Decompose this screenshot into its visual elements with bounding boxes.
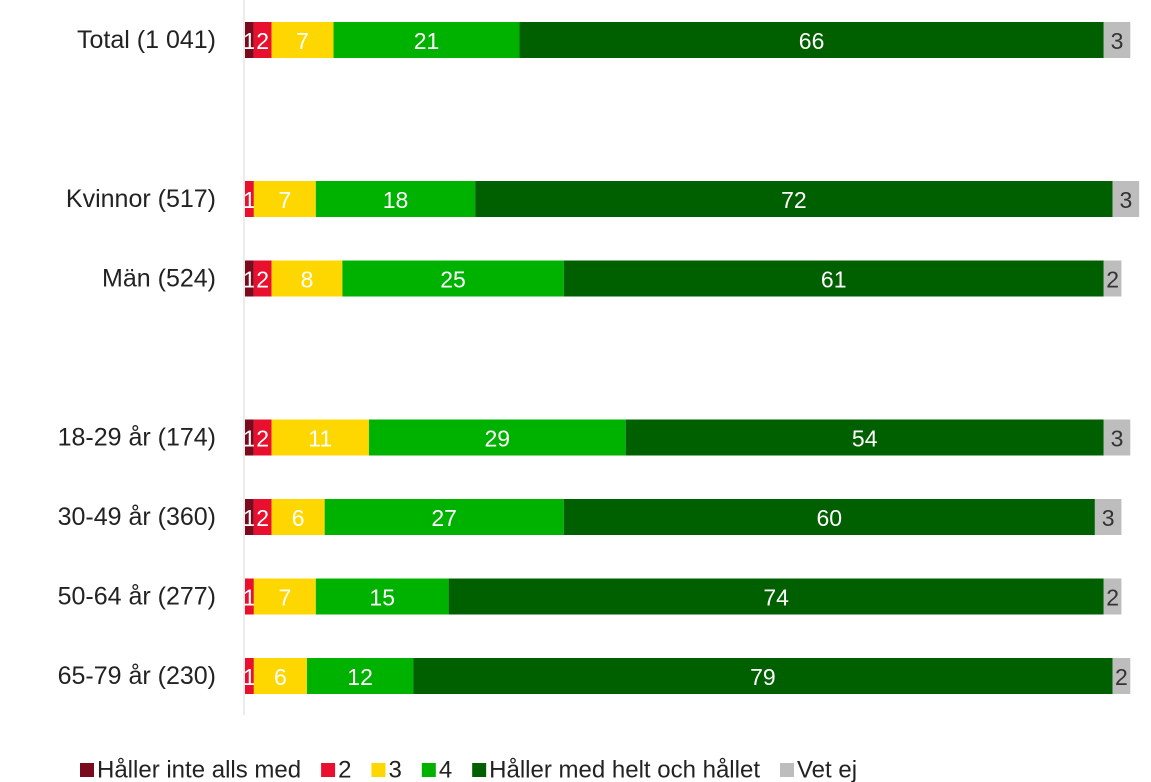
value-label: 27 bbox=[431, 505, 457, 531]
category-label: 30-49 år (360) bbox=[58, 503, 216, 531]
value-label: 3 bbox=[1111, 426, 1124, 452]
value-label: 79 bbox=[750, 664, 776, 690]
category-label: Män (524) bbox=[102, 265, 216, 293]
value-label: 1 bbox=[243, 267, 256, 293]
bar-segment bbox=[245, 181, 254, 217]
category-label: 18-29 år (174) bbox=[58, 424, 216, 452]
bar-segment bbox=[253, 260, 272, 297]
value-label: 1 bbox=[243, 664, 256, 690]
legend-swatch bbox=[321, 763, 336, 777]
value-label: 2 bbox=[1106, 585, 1119, 611]
category-label: 50-64 år (277) bbox=[58, 583, 216, 611]
bar-segment bbox=[253, 419, 272, 456]
value-label: 2 bbox=[1115, 664, 1128, 690]
value-label: 6 bbox=[292, 505, 305, 531]
bar-segment bbox=[1103, 578, 1122, 615]
bar-segment bbox=[1103, 260, 1122, 297]
legend-label: 4 bbox=[439, 757, 452, 782]
bar-segment bbox=[271, 499, 325, 535]
bar-segment bbox=[315, 181, 476, 217]
bar-segment bbox=[245, 658, 254, 694]
category-label: Kvinnor (517) bbox=[66, 185, 216, 213]
bar-segment bbox=[245, 499, 254, 535]
value-label: 1 bbox=[243, 28, 256, 54]
bar-segment bbox=[245, 260, 254, 297]
bar-segment bbox=[271, 419, 369, 456]
value-label: 12 bbox=[347, 664, 373, 690]
value-label: 2 bbox=[256, 505, 269, 531]
value-label: 3 bbox=[1102, 505, 1115, 531]
legend-label: Håller inte alls med bbox=[97, 757, 301, 782]
category-label: 65-79 år (230) bbox=[58, 662, 216, 690]
bar-segment bbox=[245, 22, 254, 58]
value-label: 7 bbox=[278, 187, 291, 213]
legend-swatch bbox=[80, 763, 94, 777]
value-label: 2 bbox=[256, 267, 269, 293]
bar-segment bbox=[563, 260, 1104, 297]
legend-label: Håller med helt och hållet bbox=[489, 757, 760, 782]
bar-segment bbox=[253, 578, 316, 615]
bar-segment bbox=[253, 658, 307, 694]
bar-segment bbox=[253, 22, 272, 58]
bar-segment bbox=[324, 499, 564, 535]
bar-segment bbox=[625, 419, 1104, 456]
bar-segment bbox=[1103, 419, 1131, 456]
value-label: 60 bbox=[816, 505, 842, 531]
value-label: 6 bbox=[274, 664, 287, 690]
value-label: 61 bbox=[821, 267, 847, 293]
bar-segment bbox=[448, 578, 1104, 615]
legend-label: Vet ej bbox=[797, 757, 857, 782]
legend-swatch bbox=[779, 763, 794, 777]
value-label: 1 bbox=[243, 585, 256, 611]
bar-segment bbox=[271, 22, 334, 58]
value-label: 18 bbox=[383, 187, 409, 213]
value-label: 15 bbox=[369, 585, 395, 611]
bar-segment bbox=[245, 578, 254, 615]
bar-segment bbox=[271, 260, 343, 297]
bar-segment bbox=[1103, 22, 1131, 58]
value-label: 74 bbox=[763, 585, 789, 611]
bar-segment bbox=[253, 499, 272, 535]
value-label: 3 bbox=[1111, 28, 1124, 54]
value-label: 1 bbox=[243, 505, 256, 531]
bar-segment bbox=[342, 260, 564, 297]
bar-segment bbox=[519, 22, 1104, 58]
value-label: 1 bbox=[243, 187, 256, 213]
value-label: 2 bbox=[256, 28, 269, 54]
value-label: 2 bbox=[256, 426, 269, 452]
value-label: 1 bbox=[243, 426, 256, 452]
value-label: 8 bbox=[301, 267, 314, 293]
bar-segment bbox=[563, 499, 1095, 535]
value-label: 72 bbox=[781, 187, 807, 213]
bar-segment bbox=[253, 181, 316, 217]
value-label: 29 bbox=[485, 426, 511, 452]
value-label: 25 bbox=[440, 267, 466, 293]
bar-segment bbox=[1112, 658, 1131, 694]
value-label: 66 bbox=[799, 28, 825, 54]
bar-segment bbox=[475, 181, 1113, 217]
category-label: Total (1 041) bbox=[77, 26, 216, 54]
bar-segment bbox=[333, 22, 520, 58]
value-label: 7 bbox=[278, 585, 291, 611]
value-label: 11 bbox=[308, 426, 332, 452]
bar-segment bbox=[1094, 499, 1122, 535]
legend-label: 2 bbox=[338, 757, 351, 782]
bar-segment bbox=[1112, 181, 1140, 217]
bar-segment bbox=[315, 578, 449, 615]
bar-segment bbox=[413, 658, 1113, 694]
legend-swatch bbox=[472, 763, 487, 777]
bar-segment bbox=[245, 419, 254, 456]
bar-segment bbox=[306, 658, 414, 694]
legend-label: 3 bbox=[388, 757, 401, 782]
legend-swatch bbox=[371, 763, 386, 777]
value-label: 3 bbox=[1119, 187, 1132, 213]
legend-swatch bbox=[421, 763, 436, 777]
value-label: 2 bbox=[1106, 267, 1119, 293]
value-label: 54 bbox=[852, 426, 878, 452]
value-label: 7 bbox=[296, 28, 309, 54]
bar-segment bbox=[368, 419, 626, 456]
value-label: 21 bbox=[414, 28, 440, 54]
